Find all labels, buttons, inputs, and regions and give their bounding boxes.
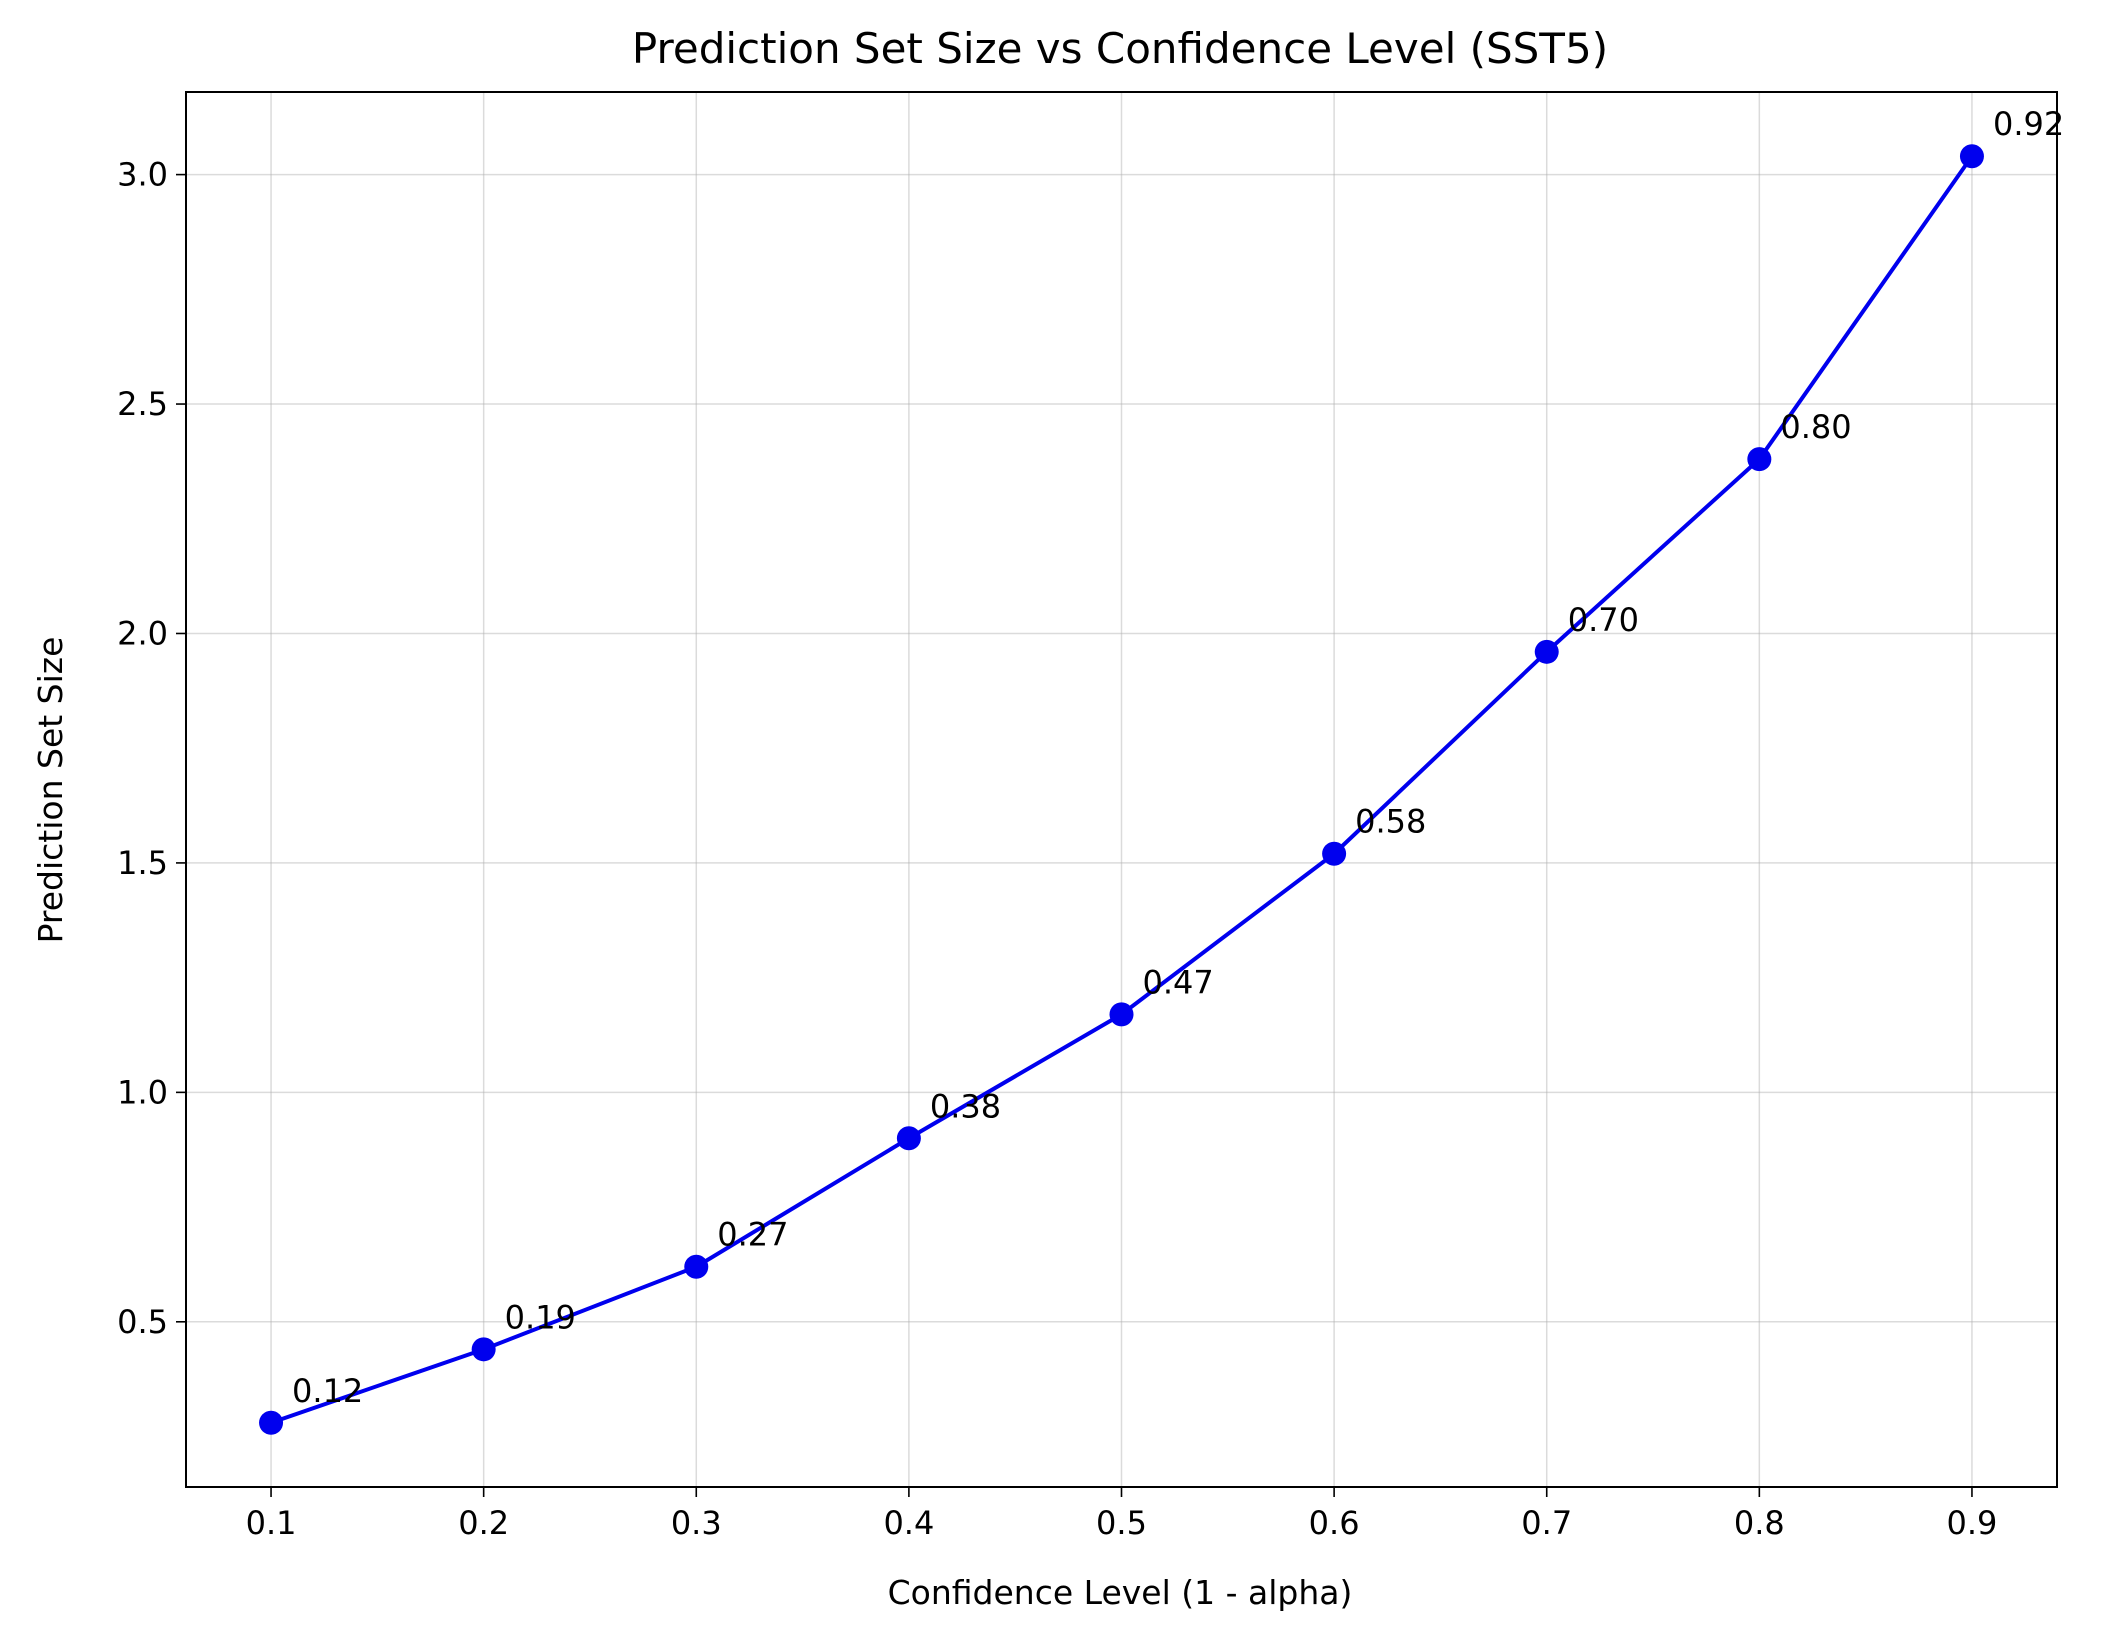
x-grid bbox=[270, 92, 1973, 1487]
plot-area-frame bbox=[185, 91, 2058, 1488]
data-point-label: 0.27 bbox=[717, 1216, 788, 1254]
x-axis-label: Confidence Level (1 - alpha) bbox=[888, 1573, 1353, 1612]
data-point bbox=[1322, 841, 1347, 866]
data-point bbox=[1959, 144, 1984, 169]
series-group: 0.12 0.19 0.27 0.38 0.47 0.58 0.70 0.80 0.92 bbox=[259, 105, 2064, 1435]
y-tick-label: 0.5 bbox=[117, 1303, 168, 1341]
data-point-label: 0.12 bbox=[292, 1372, 363, 1410]
y-tick-label: 2.5 bbox=[117, 385, 168, 423]
data-point bbox=[471, 1337, 496, 1362]
x-tick-label: 0.8 bbox=[1734, 1504, 1785, 1542]
data-point-label: 0.38 bbox=[930, 1087, 1001, 1125]
data-point bbox=[1109, 1002, 1134, 1027]
data-point-label: 0.19 bbox=[505, 1298, 576, 1336]
x-tick-label: 0.9 bbox=[1947, 1504, 1998, 1542]
y-tick-label: 1.5 bbox=[117, 844, 168, 882]
data-point-label: 0.47 bbox=[1143, 963, 1214, 1001]
data-point-label: 0.58 bbox=[1355, 803, 1426, 841]
data-point bbox=[1534, 639, 1559, 664]
x-tick-label: 0.6 bbox=[1309, 1504, 1360, 1542]
y-tick-label: 1.0 bbox=[117, 1073, 168, 1111]
y-tick-label: 3.0 bbox=[117, 156, 168, 194]
x-tick-label: 0.3 bbox=[671, 1504, 722, 1542]
y-axis-ticks: 0.5 1.0 1.5 2.0 2.5 3.0 bbox=[117, 156, 186, 1341]
x-tick-label: 0.1 bbox=[246, 1504, 297, 1542]
chart-title: Prediction Set Size vs Confidence Level … bbox=[632, 24, 1608, 73]
data-point bbox=[259, 1410, 284, 1435]
x-tick-label: 0.5 bbox=[1096, 1504, 1147, 1542]
data-point-label: 0.80 bbox=[1780, 408, 1851, 446]
data-point bbox=[1747, 447, 1772, 472]
y-axis-label: Prediction Set Size bbox=[31, 637, 70, 944]
data-point-label: 0.70 bbox=[1568, 601, 1639, 639]
x-tick-label: 0.4 bbox=[883, 1504, 934, 1542]
data-point-label: 0.92 bbox=[1993, 105, 2064, 143]
data-point bbox=[684, 1254, 709, 1279]
x-axis-ticks: 0.1 0.2 0.3 0.4 0.5 0.6 0.7 0.8 0.9 bbox=[246, 1487, 1998, 1542]
y-grid bbox=[186, 173, 2057, 1323]
x-tick-label: 0.7 bbox=[1521, 1504, 1572, 1542]
x-tick-label: 0.2 bbox=[458, 1504, 509, 1542]
y-tick-label: 2.0 bbox=[117, 614, 168, 652]
data-point bbox=[896, 1126, 921, 1151]
